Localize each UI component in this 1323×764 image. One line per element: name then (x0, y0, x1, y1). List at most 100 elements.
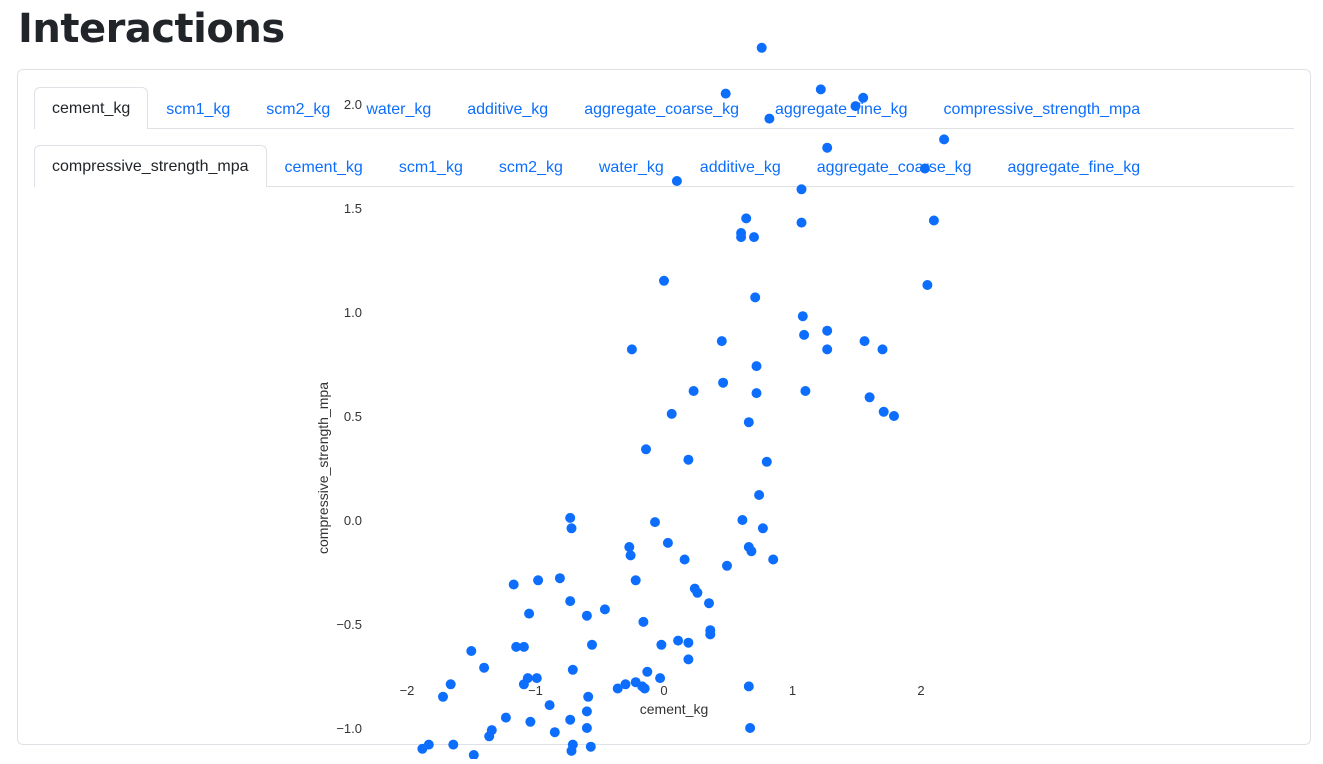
tab-compressive-strength-mpa[interactable]: compressive_strength_mpa (943, 101, 1141, 118)
data-point (639, 683, 650, 694)
tab-aggregate-fine-kg[interactable]: aggregate_fine_kg (1007, 159, 1141, 176)
tab-additive-kg[interactable]: additive_kg (467, 101, 549, 118)
data-point (656, 639, 667, 650)
data-point (749, 232, 759, 243)
tab-compressive-strength-mpa[interactable]: compressive_strength_mpa (34, 145, 267, 187)
tab-scm2-kg[interactable]: scm2_kg (498, 159, 563, 176)
primary-variable-tabs: cement_kg scm1_kg scm2_kg water_kg additive_… (34, 86, 1294, 129)
x-axis-label: cement_kg (640, 701, 708, 717)
data-point (522, 673, 533, 684)
data-point (567, 739, 578, 750)
tab-scm1-kg[interactable]: scm1_kg (398, 159, 463, 176)
data-point (716, 336, 727, 347)
data-point (565, 512, 576, 523)
data-point (500, 712, 511, 723)
x-tick-label: 0 (660, 683, 667, 698)
data-point (864, 392, 875, 403)
secondary-variable-tabs: compressive_strength_mpa cement_kg scm1_kg… (34, 144, 1294, 187)
data-point (673, 635, 684, 646)
data-point (565, 596, 576, 607)
data-point (799, 329, 810, 340)
data-point (625, 550, 636, 561)
data-point (423, 739, 434, 750)
y-tick-label: −0.5 (336, 617, 362, 632)
data-point (889, 411, 899, 421)
tab-additive-kg[interactable]: additive_kg (699, 159, 781, 176)
data-point (445, 679, 456, 690)
tab-water-kg[interactable]: water_kg (366, 101, 432, 118)
data-point (751, 361, 762, 372)
data-point (850, 101, 861, 112)
x-tick-label: 1 (789, 683, 796, 698)
data-point (585, 741, 596, 752)
data-point (718, 377, 729, 388)
y-tick-label: −1.0 (336, 721, 362, 736)
data-point (549, 727, 560, 738)
x-axis-ticks: −2 −1 0 1 2 (400, 683, 925, 698)
data-point (581, 610, 592, 621)
tab-aggregate-coarse-kg[interactable]: aggregate_coarse_kg (816, 159, 972, 176)
data-point (922, 280, 933, 290)
data-point (756, 42, 767, 53)
data-point (525, 716, 536, 727)
data-point (743, 681, 754, 692)
data-point (800, 386, 811, 396)
data-point (683, 654, 694, 665)
data-point (746, 546, 757, 557)
data-point (679, 554, 690, 565)
data-point (858, 92, 869, 103)
y-tick-label: 0.5 (344, 409, 362, 424)
data-point (741, 213, 752, 224)
data-point (518, 641, 529, 652)
data-point (612, 683, 623, 694)
y-tick-label: 1.0 (344, 305, 362, 320)
data-point (743, 417, 754, 428)
data-point (919, 163, 930, 174)
data-point (566, 523, 577, 534)
data-point (877, 344, 888, 355)
page-title: Interactions (18, 6, 285, 52)
data-point (683, 637, 694, 648)
data-point (486, 725, 497, 736)
data-point (796, 184, 807, 195)
data-point (583, 691, 594, 702)
x-tick-label: −2 (400, 683, 415, 698)
data-point (587, 639, 597, 650)
data-point (438, 691, 448, 702)
tab-cement-kg[interactable]: cement_kg (34, 87, 149, 129)
data-point (581, 723, 592, 733)
data-point (928, 215, 939, 226)
y-axis-ticks: 2.0 1.5 1.0 0.5 0.0 −0.5 −1.0 (336, 97, 362, 736)
data-point (750, 292, 761, 303)
data-point (531, 673, 542, 684)
tab-scm2-kg[interactable]: scm2_kg (266, 101, 331, 118)
data-point (659, 275, 669, 286)
data-point (722, 560, 732, 571)
data-point (761, 456, 772, 467)
data-point (768, 554, 779, 565)
data-point (878, 406, 889, 417)
data-point (642, 666, 653, 677)
interactions-card: cement_kg scm1_kg scm2_kg water_kg additive_… (17, 69, 1311, 745)
data-point (939, 134, 950, 145)
tab-cement-kg[interactable]: cement_kg (284, 159, 363, 176)
scatter-points (417, 42, 950, 764)
data-point (822, 325, 833, 336)
data-point (650, 517, 660, 528)
data-point (692, 587, 703, 598)
data-point (704, 598, 714, 609)
tab-aggregate-coarse-kg[interactable]: aggregate_coarse_kg (584, 101, 739, 118)
tab-aggregate-fine-kg[interactable]: aggregate_fine_kg (774, 101, 908, 118)
data-point (683, 454, 694, 465)
tab-water-kg[interactable]: water_kg (598, 159, 664, 176)
y-tick-label: 0.0 (344, 513, 362, 528)
data-point (620, 679, 631, 690)
tab-scm1-kg[interactable]: scm1_kg (166, 101, 231, 118)
data-point (757, 523, 768, 534)
x-tick-label: 2 (917, 683, 924, 698)
data-point (554, 573, 565, 584)
data-point (466, 646, 477, 656)
y-tick-label: 1.5 (344, 201, 362, 216)
